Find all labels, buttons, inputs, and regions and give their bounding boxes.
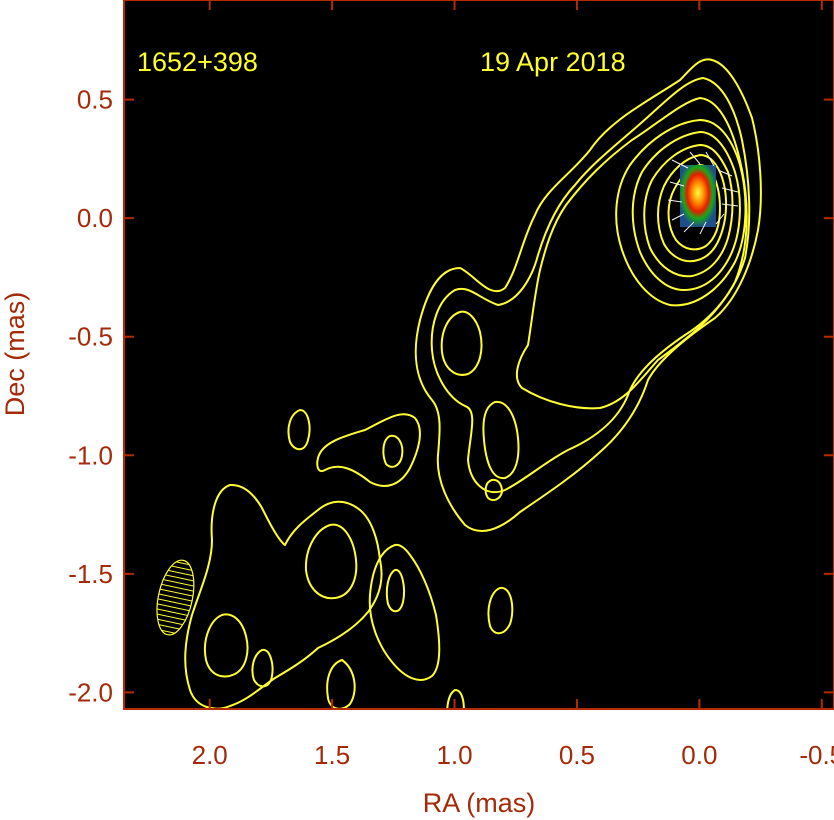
pol-tick [669, 181, 685, 187]
contours [184, 58, 762, 709]
pol-tick [671, 159, 689, 169]
x-tick-label: 0.0 [681, 740, 717, 770]
pol-tick [721, 187, 739, 193]
source-label: 1652+398 [137, 47, 258, 77]
plot-frame [123, 0, 834, 710]
contour-ext-6 [487, 586, 514, 635]
contour-ext-4 [368, 543, 441, 681]
contour-outer-1 [414, 58, 762, 532]
contour-core-3 [643, 144, 734, 278]
contour-knot-2 [482, 400, 520, 480]
pol-tick [705, 151, 715, 167]
pol-tick [683, 221, 695, 233]
beam-ellipse [156, 559, 195, 636]
contour-ext-9 [251, 648, 274, 688]
pol-tick [717, 169, 733, 177]
x-tick-label: 1.5 [314, 740, 350, 770]
pol-tick [721, 203, 739, 207]
contour-ext-1 [184, 483, 383, 709]
y-tick-label: -1.5 [68, 559, 113, 589]
core-color-map [680, 165, 716, 227]
date-label: 19 Apr 2018 [480, 47, 626, 77]
polarization-ticks [667, 151, 739, 235]
y-axis-title: Dec (mas) [0, 292, 30, 417]
y-tick-label: 0.0 [77, 203, 113, 233]
x-tick-label: -0.5 [799, 740, 834, 770]
y-tick-label: -1.0 [68, 440, 113, 470]
contour-core-4 [657, 154, 728, 263]
contour-knot-5 [316, 413, 421, 487]
contour-ext-3 [204, 613, 249, 678]
x-tick-label: 1.0 [436, 740, 472, 770]
y-tick-label: -2.0 [68, 677, 113, 707]
x-tick-label: 0.5 [559, 740, 595, 770]
x-tick-label: 2.0 [192, 740, 228, 770]
x-axis: 2.0 1.5 1.0 0.5 0.0 -0.5 [192, 0, 834, 770]
y-axis: 0.5 0.0 -0.5 -1.0 -1.5 -2.0 [68, 85, 834, 707]
x-axis-title: RA (mas) [423, 788, 536, 818]
pol-tick [689, 151, 701, 165]
pol-tick [671, 213, 685, 221]
y-tick-label: 0.5 [77, 85, 113, 115]
contour-knot-3 [484, 478, 503, 501]
contour-ext-8 [446, 689, 465, 709]
plot-area [124, 0, 834, 709]
pol-tick [699, 221, 707, 235]
pol-tick [667, 199, 683, 203]
contour-knot-6 [382, 434, 404, 468]
contour-outer-3 [515, 97, 748, 410]
contour-core-1 [615, 119, 747, 307]
contour-knot-4 [287, 409, 311, 451]
contour-ext-2 [304, 523, 358, 600]
y-tick-label: -0.5 [68, 322, 113, 352]
pol-tick [715, 213, 725, 225]
contour-knot-1 [440, 310, 483, 376]
contour-core-2 [631, 131, 741, 291]
contour-ext-5 [385, 568, 405, 613]
